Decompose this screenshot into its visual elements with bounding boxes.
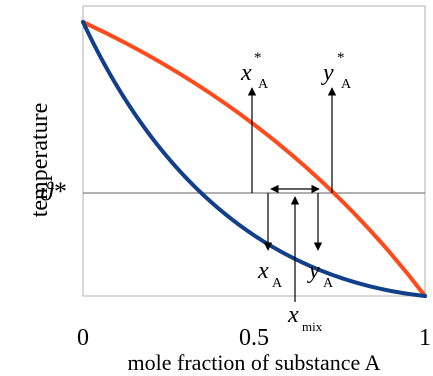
x-a-star-base: x xyxy=(240,60,252,86)
dew-point-curve xyxy=(81,20,427,298)
y-a-sub: A xyxy=(323,276,334,291)
y-a-star-label: y xyxy=(321,60,334,86)
x-a-star-sup: * xyxy=(254,50,262,66)
y-a-label: y xyxy=(307,258,320,284)
y-a-star-base: y xyxy=(321,60,334,86)
y-axis-label: temperature xyxy=(27,103,53,218)
x-tick-1: 1 xyxy=(419,325,431,351)
x-mix-label: x xyxy=(287,302,299,328)
x-tick-0: 0 xyxy=(77,325,89,351)
x-a-label: x xyxy=(257,258,269,284)
y-a-base: y xyxy=(307,258,320,284)
y-a-star-sup: * xyxy=(337,50,345,66)
x-a-star-sub: A xyxy=(258,77,269,92)
x-axis-label: mole fraction of substance A xyxy=(128,350,381,375)
x-mix-base: x xyxy=(287,302,299,328)
x-tick-0-5: 0.5 xyxy=(239,325,269,351)
x-mix-sub: mix xyxy=(302,319,323,334)
bubble-point-curve xyxy=(81,20,427,298)
x-a-base: x xyxy=(257,258,269,284)
plot-frame xyxy=(82,5,426,297)
isotherm-label: ϑ* xyxy=(40,177,66,206)
y-a-star-sub: A xyxy=(341,77,352,92)
x-a-sub: A xyxy=(272,276,283,291)
x-a-star-label: x xyxy=(240,60,252,86)
